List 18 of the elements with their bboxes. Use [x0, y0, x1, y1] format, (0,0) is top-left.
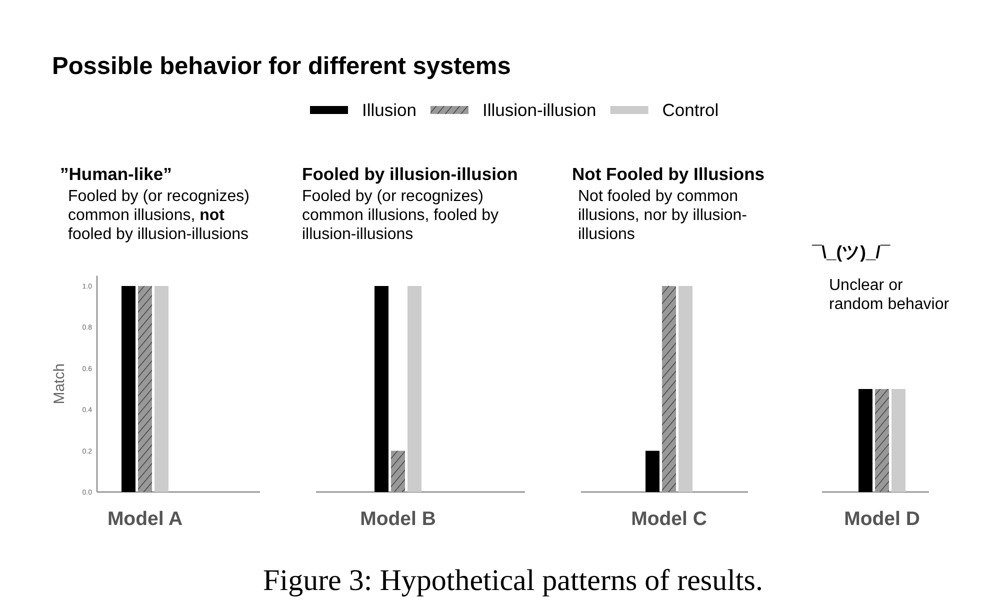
legend-label: Control — [662, 100, 719, 120]
x-tick-label: Model B — [360, 508, 436, 530]
text: Not Fooled by Illusions — [572, 164, 765, 184]
text: Fooled by illusion-illusion — [302, 164, 518, 184]
legend-label: Illusion-illusion — [482, 100, 596, 120]
caption: Figure 3: Hypothetical patterns of results. — [263, 564, 763, 597]
text: ”Human-like” — [60, 164, 172, 184]
legend-label: Illusion — [362, 100, 416, 120]
text: Not fooled by common illusions, nor by illusion-illusions — [578, 188, 747, 243]
x-tick-label: Model D — [844, 508, 920, 530]
text: Fooled by (or recognizes) common illusions, not fooled by illusion-illusions — [68, 188, 250, 243]
chart-title: Possible behavior for different systems — [52, 53, 511, 80]
y-axis-title: Match — [51, 363, 68, 404]
text: ¯\_(ツ)_/¯ — [811, 242, 891, 262]
annotation: Unclear or random behavior — [829, 277, 950, 313]
x-tick-label: Model C — [631, 508, 707, 530]
text: Fooled by (or recognizes) common illusions, fooled by illusion-illusions — [302, 188, 499, 243]
x-tick-label: Model A — [107, 508, 183, 530]
